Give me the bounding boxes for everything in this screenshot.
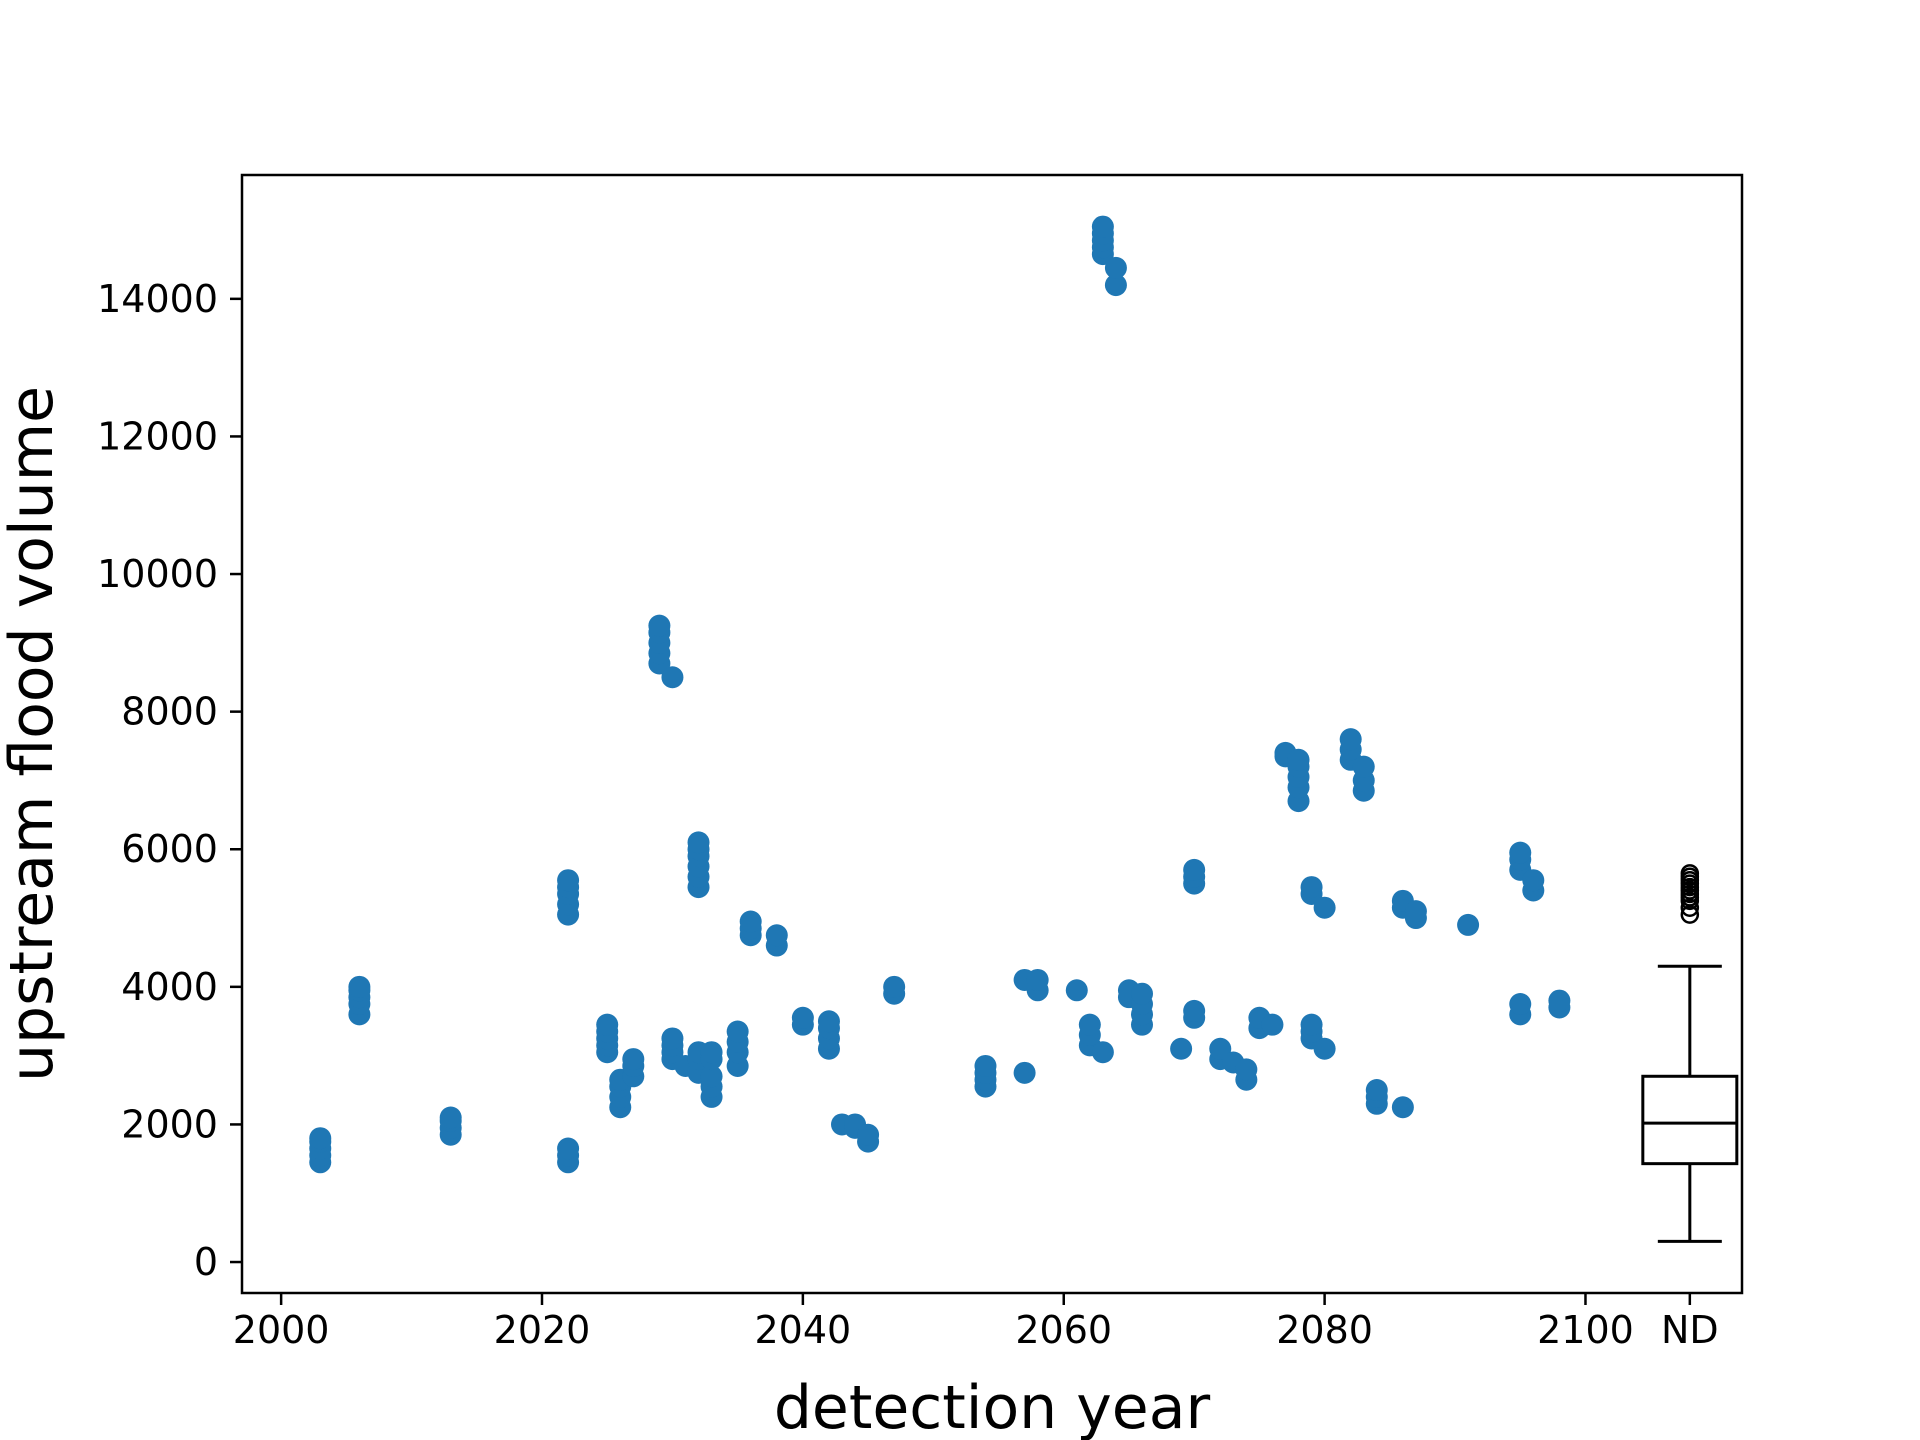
data-point xyxy=(817,1010,840,1033)
data-point xyxy=(974,1054,997,1077)
y-tick-label: 2000 xyxy=(121,1102,218,1146)
data-point xyxy=(1091,1041,1114,1064)
x-tick-label: 2080 xyxy=(1276,1308,1373,1352)
x-tick-label: 2000 xyxy=(233,1308,330,1352)
data-point xyxy=(765,924,788,947)
data-point xyxy=(857,1123,880,1146)
data-point xyxy=(1300,1013,1323,1036)
y-axis-label: upstream flood volume xyxy=(0,386,67,1082)
x-tick-label: ND xyxy=(1661,1308,1719,1352)
data-point xyxy=(557,869,580,892)
plot-area-frame xyxy=(240,173,1744,1295)
data-point xyxy=(622,1048,645,1071)
data-point xyxy=(557,1137,580,1160)
data-point xyxy=(1391,1096,1414,1119)
data-point xyxy=(1209,1037,1232,1060)
data-point xyxy=(1235,1058,1258,1081)
y-tick-label: 12000 xyxy=(97,414,218,458)
y-axis: 0 2000 4000 6000 8000 10000 12000 14000 xyxy=(97,277,242,1284)
data-point xyxy=(1078,1013,1101,1036)
data-point xyxy=(348,975,371,998)
y-tick-label: 8000 xyxy=(121,690,218,734)
data-points xyxy=(309,215,1571,1174)
y-tick-label: 10000 xyxy=(97,552,218,596)
data-point xyxy=(1509,993,1532,1016)
data-point xyxy=(1352,755,1375,778)
data-point xyxy=(1365,1079,1388,1102)
data-point xyxy=(1104,274,1127,297)
y-tick-label: 0 xyxy=(194,1240,218,1284)
data-point xyxy=(726,1020,749,1043)
nd-boxplot xyxy=(1641,864,1739,1243)
box-outlier xyxy=(1680,864,1700,883)
data-point xyxy=(700,1065,723,1088)
x-tick-label: 2040 xyxy=(755,1308,852,1352)
data-point xyxy=(439,1106,462,1129)
data-point xyxy=(1065,979,1088,1002)
data-point xyxy=(1183,999,1206,1022)
data-point xyxy=(700,1041,723,1064)
data-point xyxy=(596,1013,619,1036)
data-point xyxy=(1091,215,1114,238)
data-point xyxy=(1183,858,1206,881)
data-point xyxy=(1287,748,1310,771)
box-iqr xyxy=(1641,1074,1739,1166)
data-point xyxy=(1548,989,1571,1012)
data-point xyxy=(1131,982,1153,1005)
data-point xyxy=(1522,869,1545,892)
data-point xyxy=(687,831,710,854)
data-point xyxy=(661,1027,684,1050)
x-tick-label: 2060 xyxy=(1015,1308,1112,1352)
x-tick-label: 2020 xyxy=(494,1308,591,1352)
data-point xyxy=(1013,1061,1036,1084)
data-point xyxy=(661,666,684,689)
data-point xyxy=(1313,1037,1336,1060)
data-point xyxy=(648,614,671,637)
x-tick-label: 2100 xyxy=(1537,1308,1634,1352)
x-axis: 2000 2020 2040 2060 2080 2100 ND xyxy=(233,1293,1719,1352)
data-point xyxy=(739,910,762,933)
x-axis-label: detection year xyxy=(774,1373,1211,1440)
data-point xyxy=(1104,256,1127,279)
y-tick-label: 4000 xyxy=(121,965,218,1009)
data-point xyxy=(883,975,906,998)
data-point xyxy=(1026,968,1049,991)
data-point xyxy=(1404,900,1427,923)
data-point xyxy=(309,1127,332,1150)
data-point xyxy=(1300,876,1323,899)
data-point xyxy=(1261,1013,1284,1036)
data-point xyxy=(1339,728,1362,751)
data-point xyxy=(791,1006,814,1029)
y-tick-label: 6000 xyxy=(121,827,218,871)
data-point xyxy=(1313,896,1336,919)
data-point xyxy=(1170,1037,1193,1060)
y-tick-label: 14000 xyxy=(97,277,218,321)
data-point xyxy=(1457,913,1480,936)
data-point xyxy=(1509,841,1532,864)
